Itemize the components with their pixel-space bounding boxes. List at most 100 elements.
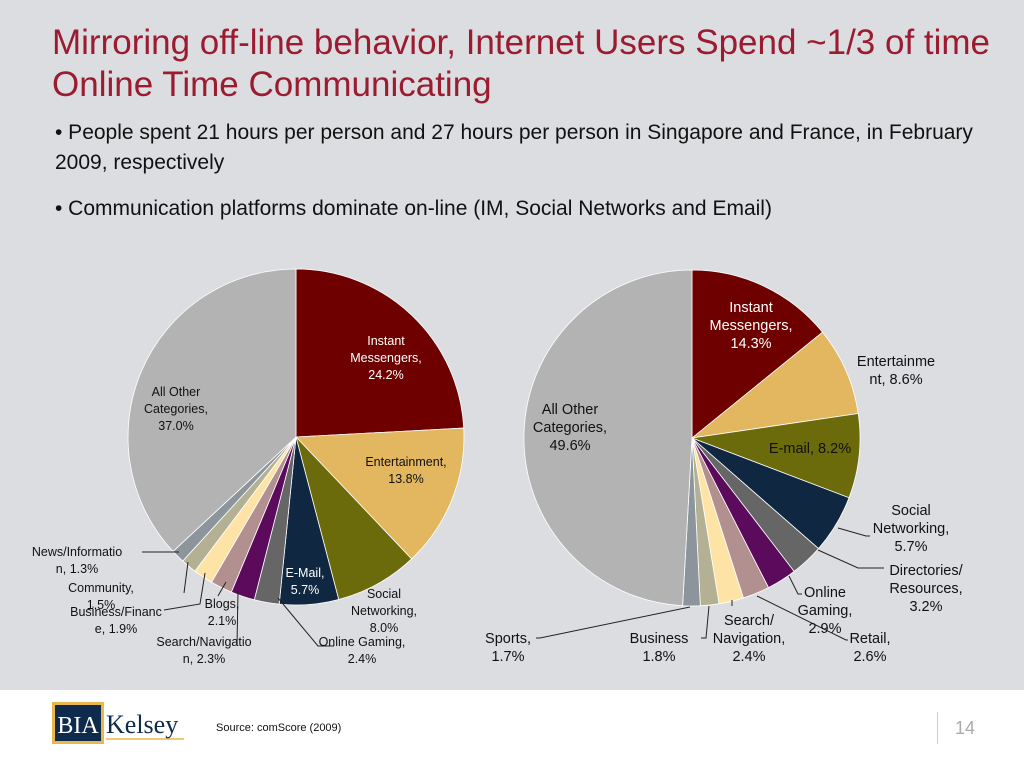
pie2-slice-entertainment <box>690 331 859 439</box>
pie2-label-line: All Other <box>542 402 599 418</box>
pie2-label-retail: Retail, 2.6% <box>849 631 890 665</box>
pie1-label-line: 8.0% <box>370 621 399 635</box>
pie1-label-entertainment: Entertainment, 13.8% <box>365 455 446 486</box>
pie-charts: Instant Messengers, 24.2% Entertainment, 13.… <box>32 268 964 666</box>
pie2-label-e-mail: E-mail, 8.2% <box>769 441 851 457</box>
pie1-label-line: Messengers, <box>350 351 422 365</box>
pie1-label-line: News/Informatio <box>32 545 122 559</box>
pie2-label-line: 5.7% <box>894 539 927 555</box>
pie1-label-blogs: Blogs, 2.1% <box>205 597 240 628</box>
pie1-label-online-gaming: Online Gaming, 2.4% <box>319 635 406 666</box>
pie1-leader-business-finance <box>163 572 206 611</box>
pie2-leader-retail <box>756 595 848 641</box>
pie2-label-directories-resources: Directories/Resources, 3.2% <box>889 563 963 615</box>
pie1-label-line: Community, <box>68 581 134 595</box>
pie2-label-line: nt, 8.6% <box>869 372 922 388</box>
pie2-label-line: 14.3% <box>730 336 771 352</box>
pie2-label-line: 2.4% <box>732 649 765 665</box>
pie1-label-line: Blogs, <box>205 597 240 611</box>
pie1-leader-online-gaming <box>277 597 334 647</box>
pie1-leader-search-navigation <box>236 590 239 647</box>
pie1-label-line: n, 1.3% <box>56 562 98 576</box>
pie2-label-line: 1.7% <box>491 649 524 665</box>
pie2-label-entertainment: Entertainme nt, 8.6% <box>857 354 935 388</box>
logo-text-bia: BIA <box>57 713 99 739</box>
pie2-label-line: Networking, <box>873 521 950 537</box>
pie2-label-line: 1.8% <box>642 649 675 665</box>
pie2-label-line: Online <box>804 585 846 601</box>
pie1-label-line: 2.4% <box>348 652 377 666</box>
pie2-label-line: Sports, <box>485 631 531 647</box>
pie1-label-line: Business/Financ <box>70 605 162 619</box>
pie2-leader-social-networking <box>837 527 870 537</box>
pie-chart-right: Instant Messengers, 14.3% Entertainme nt, 8.… <box>485 269 964 665</box>
pie1-slice-all-other-categories <box>127 268 297 552</box>
pie1-label-line: 24.2% <box>368 368 403 382</box>
pie1-leader-blogs <box>217 581 227 597</box>
pie2-leader-sports <box>536 606 691 639</box>
bia-kelsey-logo: BIA Kelsey <box>52 702 184 744</box>
pie1-label-line: E-Mail, <box>286 566 325 580</box>
pie2-slice-all-other-categories <box>523 269 693 607</box>
pie2-label-line: 2.6% <box>853 649 886 665</box>
pie1-label-line: 1.5% <box>87 598 116 612</box>
pie2-label-all-other-categories: All Other Categories, 49.6% <box>533 402 607 454</box>
pie1-label-line: Social <box>367 587 401 601</box>
pie1-label-line: n, 2.3% <box>183 652 225 666</box>
pie1-label-line: All Other <box>152 385 201 399</box>
pie1-label-line: 5.7% <box>291 583 320 597</box>
footer <box>0 690 1024 768</box>
pie2-label-line: Navigation, <box>713 631 786 647</box>
pie2-leader-online-gaming <box>788 575 802 595</box>
pie1-label-search-navigation: Search/Navigatio n, 2.3% <box>156 635 251 666</box>
pie1-leader-community <box>183 561 189 594</box>
pie1-label-line: Categories, <box>144 402 208 416</box>
pie1-label-line: 37.0% <box>158 419 193 433</box>
pie2-label-social-networking: Social Networking, 5.7% <box>873 503 950 555</box>
pie1-label-news-information: News/Informatio n, 1.3% <box>32 545 122 576</box>
pie1-label-social-networking: Social Networking, 8.0% <box>351 587 417 635</box>
pie2-label-line: Business <box>630 631 689 647</box>
pie1-slice-entertainment <box>295 427 465 560</box>
pie2-label-online-gaming: Online Gaming, 2.9% <box>798 585 853 637</box>
pie1-label-line: e, 1.9% <box>95 622 137 636</box>
pie2-label-line: Gaming, <box>798 603 853 619</box>
pie2-label-line: 49.6% <box>549 438 590 454</box>
source-note: Source: comScore (2009) <box>216 722 342 734</box>
pie2-label-sports: Sports, 1.7% <box>485 631 531 665</box>
bullet-communication: • Communication platforms dominate on-li… <box>55 197 772 220</box>
pie2-label-line: Search/ <box>724 613 775 629</box>
pie2-label-line: Resources, <box>889 581 962 597</box>
pie1-label-line: Instant <box>367 334 405 348</box>
pie1-slice-instant-messengers <box>295 268 465 438</box>
pie2-label-line: E-mail, 8.2% <box>769 441 851 457</box>
pie1-label-e-mail: E-Mail, 5.7% <box>286 566 325 597</box>
pie1-label-line: Entertainment, <box>365 455 446 469</box>
pie2-label-line: Directories/ <box>889 563 963 579</box>
pie2-leader-business <box>701 605 710 639</box>
pie2-label-line: 2.9% <box>808 621 841 637</box>
logo-text-kelsey: Kelsey <box>106 710 178 739</box>
pie2-label-line: Categories, <box>533 420 607 436</box>
pie1-label-all-other-categories: All Other Categories, 37.0% <box>144 385 208 433</box>
pie2-label-business: Business 1.8% <box>630 631 689 665</box>
pie1-label-business-finance: Business/Financ e, 1.9% <box>70 605 162 636</box>
pie2-label-line: 3.2% <box>909 599 942 615</box>
pie2-label-line: Entertainme <box>857 354 935 370</box>
page-number: 14 <box>955 718 976 738</box>
pie1-label-line: Search/Navigatio <box>156 635 251 649</box>
pie1-label-line: Online Gaming, <box>319 635 406 649</box>
pie1-label-line: 13.8% <box>388 472 423 486</box>
pie2-label-search-navigation: Search/Navigation, 2.4% <box>713 613 786 665</box>
pie2-label-line: Messengers, <box>709 318 792 334</box>
pie2-leader-directories-resources <box>817 549 884 569</box>
footer-divider <box>937 712 938 744</box>
pie1-label-instant-messengers: Instant Messengers, 24.2% <box>350 334 422 382</box>
pie2-label-line: Instant <box>729 300 773 316</box>
pie2-label-line: Social <box>891 503 931 519</box>
pie2-label-instant-messengers: Instant Messengers, 14.3% <box>709 300 792 352</box>
pie-chart-left: Instant Messengers, 24.2% Entertainment, 13.… <box>32 268 465 666</box>
pie1-label-community: Community, 1.5% <box>68 581 134 612</box>
bullet-hours: • People spent 21 hours per person and 2… <box>55 121 973 174</box>
pie2-label-line: Retail, <box>849 631 890 647</box>
